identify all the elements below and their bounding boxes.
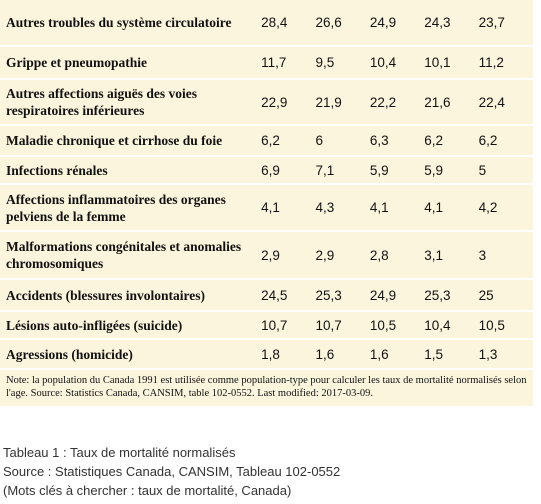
- table-row: Grippe et pneumopathie 11,7 9,5 10,4 10,1 11,…: [0, 47, 533, 80]
- cell-value: 1,8: [261, 346, 280, 362]
- cell-value: 24,9: [369, 15, 397, 30]
- cell-value: 10,5: [369, 317, 397, 333]
- cell-value: 25,3: [424, 287, 451, 303]
- cell-value: 5,9: [424, 162, 443, 178]
- cell-value: 2,8: [369, 247, 389, 263]
- cell-value: 10,4: [424, 317, 451, 333]
- cell-value: 23,7: [478, 15, 505, 30]
- cell-value: 3: [478, 247, 487, 263]
- cell-value: 1,6: [369, 346, 389, 362]
- row-label: Autres troubles du système circulatoire: [6, 15, 232, 30]
- row-label: Maladie chronique et cirrhose du foie: [6, 133, 223, 148]
- cell-value: 2,9: [261, 247, 280, 263]
- table-note: Note: la population du Canada 1991 est u…: [6, 375, 527, 399]
- row-label: Agressions (homicide): [6, 346, 133, 362]
- table-row: Malformations congénitales et anomalies …: [0, 232, 533, 280]
- cell-value: 1,5: [424, 346, 443, 362]
- cell-value: 6,2: [478, 133, 498, 148]
- table-body: Autres troubles du système circulatoire 2…: [0, 0, 533, 370]
- cell-value: 10,7: [315, 317, 342, 333]
- cell-value: 4,1: [424, 200, 443, 215]
- table: Autres troubles du système circulatoire 2…: [0, 0, 533, 406]
- cell-value: 4,3: [315, 200, 335, 215]
- cell-value: 4,2: [478, 200, 498, 215]
- cell-value: 6: [315, 133, 323, 148]
- table-row: Lésions auto-infligées (suicide) 10,7 10,7…: [0, 312, 533, 340]
- cell-value: 24,5: [261, 287, 288, 303]
- table-row: Agressions (homicide) 1,8 1,6 1,6 1,5 1,3: [0, 340, 533, 370]
- cell-value: 3,1: [424, 247, 443, 263]
- cell-value: 9,5: [315, 55, 335, 70]
- caption-line: Source : Statistiques Canada, CANSIM, Ta…: [3, 464, 341, 479]
- cell-value: 11,7: [261, 55, 287, 70]
- row-label: Malformations congénitales et anomalies …: [6, 239, 242, 271]
- cell-value: 11,2: [478, 55, 504, 70]
- cell-value: 1,6: [315, 346, 335, 362]
- caption-line: (Mots clés à chercher : taux de mortalit…: [3, 483, 292, 498]
- caption: Tableau 1 : Taux de mortalité normalisés…: [3, 443, 340, 500]
- cell-value: 26,6: [315, 15, 342, 30]
- cell-value: 10,5: [478, 317, 505, 333]
- cell-value: 10,7: [261, 317, 288, 333]
- cell-value: 21,6: [424, 94, 451, 110]
- table-row: Affections inflammatoires des organes pe…: [0, 185, 533, 232]
- cell-value: 28,4: [261, 15, 288, 30]
- cell-value: 4,1: [261, 200, 280, 215]
- caption-line: Tableau 1 : Taux de mortalité normalisés: [3, 445, 236, 460]
- cell-value: 22,9: [261, 94, 288, 110]
- row-label: Autres affections aiguës des voies respi…: [6, 86, 197, 118]
- cell-value: 22,4: [478, 94, 505, 110]
- row-label: Accidents (blessures involontaires): [6, 287, 205, 303]
- cell-value: 4,1: [369, 200, 389, 215]
- cell-value: 10,1: [424, 55, 451, 70]
- cell-value: 2,9: [315, 247, 335, 263]
- cell-value: 24,9: [369, 287, 397, 303]
- row-label: Grippe et pneumopathie: [6, 55, 148, 70]
- cell-value: 5,9: [369, 162, 389, 178]
- table-row: Maladie chronique et cirrhose du foie 6,2…: [0, 126, 533, 157]
- table-row: Autres affections aiguës des voies respi…: [0, 80, 533, 126]
- cell-value: 6,2: [424, 133, 443, 148]
- cell-value: 22,2: [369, 94, 397, 110]
- cell-value: 21,9: [315, 94, 342, 110]
- cell-value: 6,9: [261, 162, 280, 178]
- table-row: Infections rénales 6,9 7,1 5,9 5,9 5: [0, 157, 533, 185]
- table-row: Autres troubles du système circulatoire 2…: [0, 0, 533, 47]
- cell-value: 25,3: [315, 287, 342, 303]
- table-row: Accidents (blessures involontaires) 24,5 2…: [0, 280, 533, 312]
- row-label: Affections inflammatoires des organes pe…: [6, 191, 226, 224]
- cell-value: 25: [478, 287, 494, 303]
- cell-value: 5: [478, 162, 487, 178]
- cell-value: 1,3: [478, 346, 498, 362]
- cell-value: 7,1: [315, 162, 335, 178]
- cell-value: 6,2: [261, 133, 280, 148]
- cell-value: 24,3: [424, 15, 451, 30]
- cell-value: 6,3: [369, 133, 389, 148]
- row-label: Infections rénales: [6, 162, 108, 178]
- cell-value: 10,4: [369, 55, 397, 70]
- row-label: Lésions auto-infligées (suicide): [6, 317, 183, 333]
